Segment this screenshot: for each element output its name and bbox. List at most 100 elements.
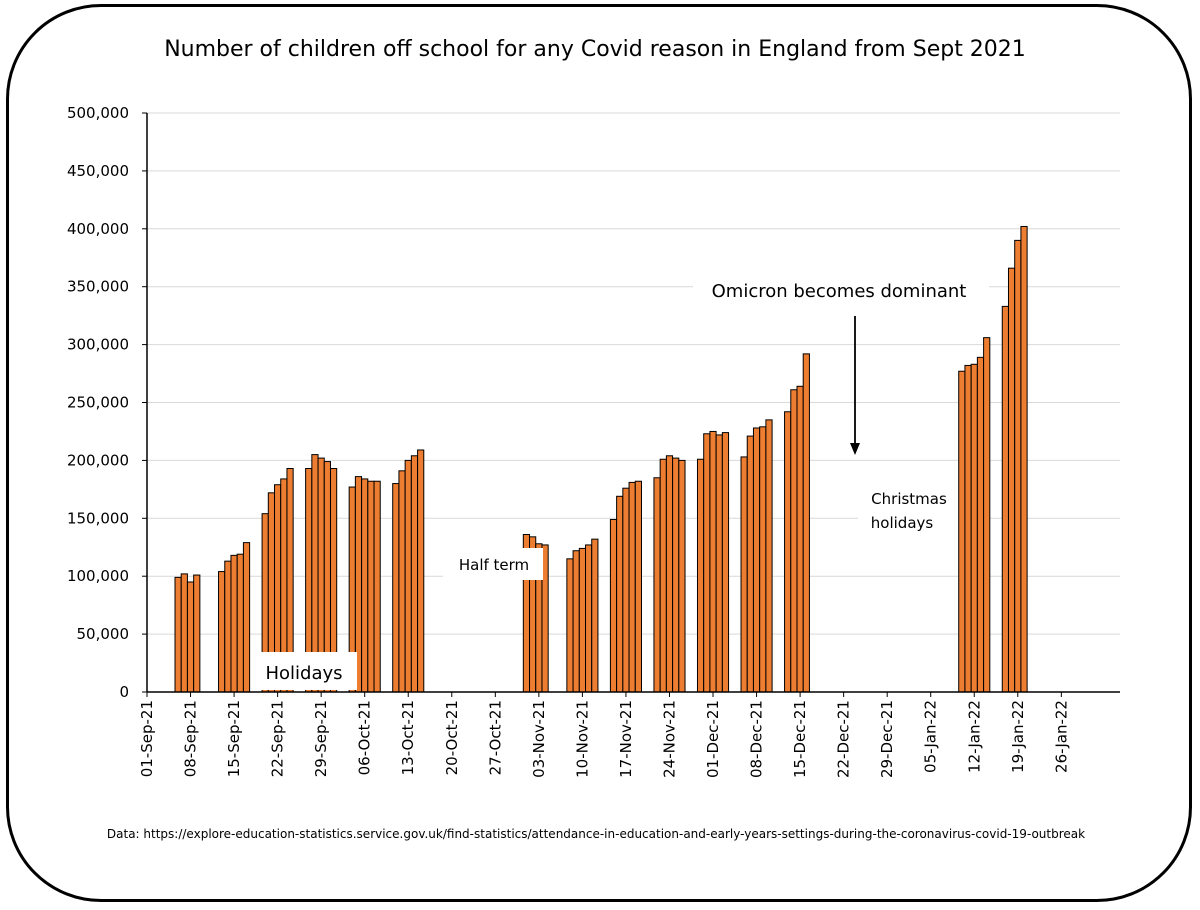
- bar: [572, 550, 580, 693]
- bar: [976, 356, 985, 693]
- x-tick-label: 08-Dec-21: [748, 700, 766, 778]
- bar: [398, 470, 406, 693]
- x-tick-label: 12-Jan-22: [965, 700, 983, 773]
- half-term-annotation: Half term: [459, 556, 529, 574]
- bar: [367, 480, 375, 693]
- x-tick-label: 08-Sep-21: [182, 700, 200, 777]
- bar: [180, 573, 188, 693]
- x-tick-label: 05-Jan-22: [922, 700, 940, 773]
- bar: [765, 419, 773, 693]
- bar: [628, 481, 636, 693]
- bar: [746, 435, 754, 693]
- bar: [585, 544, 593, 693]
- y-tick-label: 150,000: [67, 509, 129, 527]
- bar: [653, 477, 661, 693]
- omicron-arrow-head: [850, 443, 860, 455]
- bar: [665, 455, 674, 693]
- y-tick-label: 100,000: [67, 567, 129, 585]
- bar: [1007, 267, 1016, 693]
- x-tick-label: 22-Dec-21: [835, 700, 853, 778]
- chart-title: Number of children off school for any Co…: [164, 37, 1026, 62]
- x-tick-label: 01-Sep-21: [138, 700, 156, 777]
- x-tick-label: 15-Dec-21: [791, 700, 809, 778]
- christmas-annotation-line2: holidays: [871, 514, 934, 532]
- bar: [678, 459, 686, 693]
- bar: [410, 455, 419, 693]
- chart-frame: [6, 4, 1192, 902]
- x-tick-label: 06-Oct-21: [356, 700, 374, 775]
- x-tick-label: 01-Dec-21: [704, 700, 722, 778]
- y-tick-label: 300,000: [67, 336, 129, 354]
- y-tick-label: 200,000: [67, 451, 129, 469]
- bar: [361, 478, 369, 693]
- x-tick-label: 27-Oct-21: [486, 700, 504, 775]
- bar: [236, 553, 244, 693]
- holidays-annotation: Holidays: [265, 663, 342, 684]
- bar: [634, 480, 642, 693]
- bar: [721, 432, 730, 693]
- x-tick-label: 20-Oct-21: [443, 700, 461, 775]
- half-term-label-box: [443, 548, 543, 580]
- bar: [609, 518, 618, 693]
- x-tick-label: 24-Nov-21: [660, 700, 678, 778]
- bar: [404, 459, 412, 693]
- holidays-label-box: [252, 652, 357, 690]
- bar: [591, 538, 599, 693]
- bar: [703, 433, 711, 693]
- bar: [373, 480, 381, 693]
- x-tick-label: 22-Sep-21: [269, 700, 287, 777]
- bar: [174, 576, 182, 693]
- bar: [242, 542, 251, 693]
- y-tick-label: 0: [119, 683, 129, 701]
- bar: [578, 547, 586, 693]
- y-tick-label: 400,000: [67, 220, 129, 238]
- christmas-label-box: [858, 484, 958, 540]
- bar: [659, 458, 667, 693]
- bar: [616, 495, 624, 693]
- x-tick-label: 17-Nov-21: [617, 700, 635, 778]
- bar: [784, 411, 792, 693]
- bar: [970, 363, 978, 693]
- x-tick-label: 26-Jan-22: [1052, 700, 1070, 773]
- x-tick-label: 29-Dec-21: [878, 700, 896, 778]
- y-tick-label: 450,000: [67, 162, 129, 180]
- bar: [224, 560, 232, 693]
- bar: [566, 558, 574, 693]
- y-axis-tick-labels: 0 50,000 100,000 150,000 200,000 250,000 300,0…: [67, 104, 129, 701]
- bar: [983, 337, 991, 693]
- bar: [759, 426, 767, 693]
- y-tick-label: 50,000: [77, 625, 130, 643]
- bar: [715, 434, 723, 693]
- bar: [964, 364, 972, 693]
- omicron-annotation: Omicron becomes dominant: [712, 281, 967, 302]
- x-tick-label: 29-Sep-21: [312, 700, 330, 777]
- y-tick-label: 500,000: [67, 104, 129, 122]
- y-tick-label: 350,000: [67, 278, 129, 296]
- omicron-label-box: [693, 274, 989, 304]
- x-tick-label: 03-Nov-21: [530, 700, 548, 778]
- x-tick-label: 15-Sep-21: [225, 700, 243, 777]
- bar: [740, 456, 748, 693]
- bar: [1014, 239, 1022, 693]
- bar: [802, 353, 810, 693]
- bar: [958, 370, 966, 693]
- x-tick-label: 10-Nov-21: [573, 700, 591, 778]
- x-tick-label: 13-Oct-21: [399, 700, 417, 775]
- bar: [1020, 225, 1028, 693]
- y-tick-label: 250,000: [67, 394, 129, 412]
- bar: [417, 449, 425, 693]
- bar: [790, 389, 798, 693]
- bar: [622, 487, 630, 693]
- bar: [696, 458, 705, 693]
- bar: [186, 581, 195, 693]
- data-source-note: Data: https://explore-education-statisti…: [107, 827, 1085, 841]
- bar: [218, 571, 226, 693]
- bar: [193, 574, 201, 693]
- bar: [709, 430, 717, 693]
- x-tick-label: 19-Jan-22: [1009, 700, 1027, 773]
- gridlines: [147, 112, 1120, 635]
- bar: [752, 427, 761, 693]
- axes: [142, 112, 1120, 697]
- bar: [796, 385, 804, 693]
